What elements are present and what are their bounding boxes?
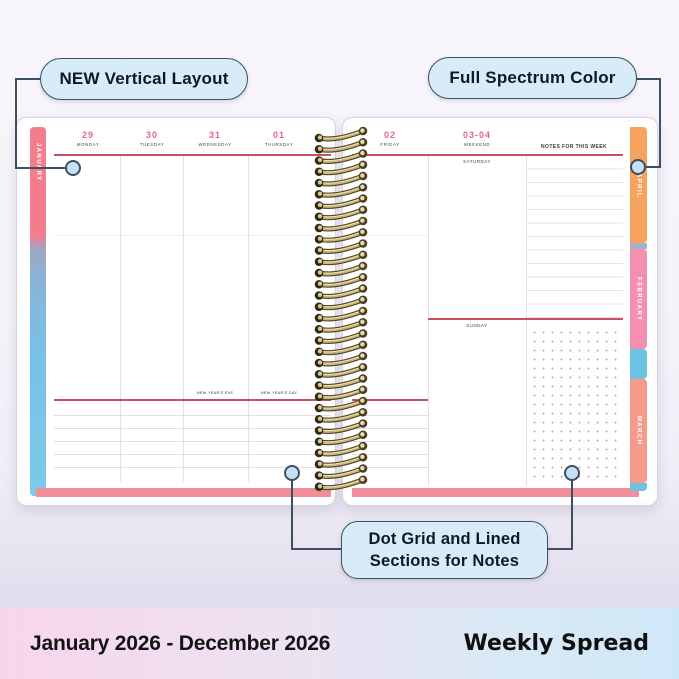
column-divider — [183, 156, 184, 482]
notes-column-header: NOTES FOR THIS WEEK — [541, 144, 607, 150]
day-header-tuesday: 30 TUESDAY — [117, 130, 187, 147]
day-section-endline — [54, 399, 331, 401]
april-month-tab: APRIL — [630, 127, 647, 243]
callout-text: Full Spectrum Color — [449, 68, 616, 87]
april-tab-label: APRIL — [635, 172, 642, 198]
header-underline — [54, 154, 331, 156]
day-name: MONDAY — [76, 142, 100, 147]
date-number: 03-04 — [462, 130, 492, 140]
day-name: THURSDAY — [264, 142, 294, 147]
date-number: 02 — [383, 130, 396, 140]
february-month-tab: FEBRUARY — [630, 249, 647, 349]
mid-divider-line — [352, 235, 428, 236]
day-header-thursday: 01 THURSDAY — [244, 130, 314, 147]
date-number: 30 — [145, 130, 158, 140]
footer-bar: January 2026 - December 2026 Weekly Spre… — [0, 608, 679, 679]
day-name: WEDNESDAY — [198, 142, 232, 147]
january-month-tab: JANUARY — [30, 127, 46, 496]
column-divider — [120, 156, 121, 482]
planner-right-page: 02 FRIDAY 03-04 WEEKEND NOTES FOR THIS W… — [347, 122, 653, 500]
saturday-label: SATURDAY — [463, 159, 491, 164]
february-tab-label: FEBRUARY — [635, 276, 642, 322]
page-bottom-color-edge — [352, 488, 639, 497]
date-number: 01 — [272, 130, 285, 140]
callout-text-line1: Dot Grid and Lined — [368, 529, 521, 548]
page-bottom-color-edge — [36, 488, 331, 497]
callout-text: NEW Vertical Layout — [59, 69, 229, 88]
tab-gap — [630, 243, 647, 249]
day-header-friday: 02 FRIDAY — [355, 130, 425, 147]
callout-full-spectrum: Full Spectrum Color — [428, 57, 637, 99]
holiday-label-nyd: NEW YEAR'S DAY — [260, 390, 298, 395]
callout-vertical-layout: NEW Vertical Layout — [40, 58, 248, 100]
column-divider — [526, 156, 527, 486]
weekly-notes-lines — [527, 156, 623, 318]
day-header-wednesday: 31 WEDNESDAY — [180, 130, 250, 147]
spiral-binding — [314, 126, 368, 492]
mid-divider-line — [54, 235, 331, 236]
column-divider — [248, 156, 249, 482]
sunday-label: SUNDAY — [466, 323, 488, 328]
weekend-divider-line — [428, 318, 623, 320]
column-divider — [428, 156, 429, 486]
header-underline — [352, 154, 623, 156]
page-edge-blue — [630, 483, 647, 491]
page-edge-blue — [630, 349, 647, 379]
footer-date-range: January 2026 - December 2026 — [30, 631, 331, 655]
planner-left-page: JANUARY 29 MONDAY 30 TUESDAY 31 WEDNESDA… — [22, 122, 332, 500]
date-number: 29 — [81, 130, 94, 140]
holiday-label-nye: NEW YEAR'S EVE — [196, 390, 234, 395]
january-tab-label: JANUARY — [35, 143, 41, 182]
callout-text-line2: Sections for Notes — [369, 552, 520, 570]
day-name: TUESDAY — [139, 142, 165, 147]
callout-dot-grid: Dot Grid and Lined Sections for Notes — [341, 521, 548, 579]
dot-grid-section — [528, 325, 621, 483]
day-name: FRIDAY — [380, 142, 400, 147]
day-header-weekend: 03-04 WEEKEND — [442, 130, 512, 147]
march-tab-label: MARCH — [635, 416, 642, 446]
march-month-tab: MARCH — [630, 379, 647, 483]
day-section-endline — [352, 399, 428, 401]
date-number: 31 — [208, 130, 221, 140]
lined-notes-section — [54, 403, 331, 477]
footer-spread-label: Weekly Spread — [463, 631, 649, 656]
day-header-monday: 29 MONDAY — [53, 130, 123, 147]
month-tabs-column: APRIL FEBRUARY MARCH — [630, 127, 647, 491]
day-name: WEEKEND — [463, 142, 491, 147]
